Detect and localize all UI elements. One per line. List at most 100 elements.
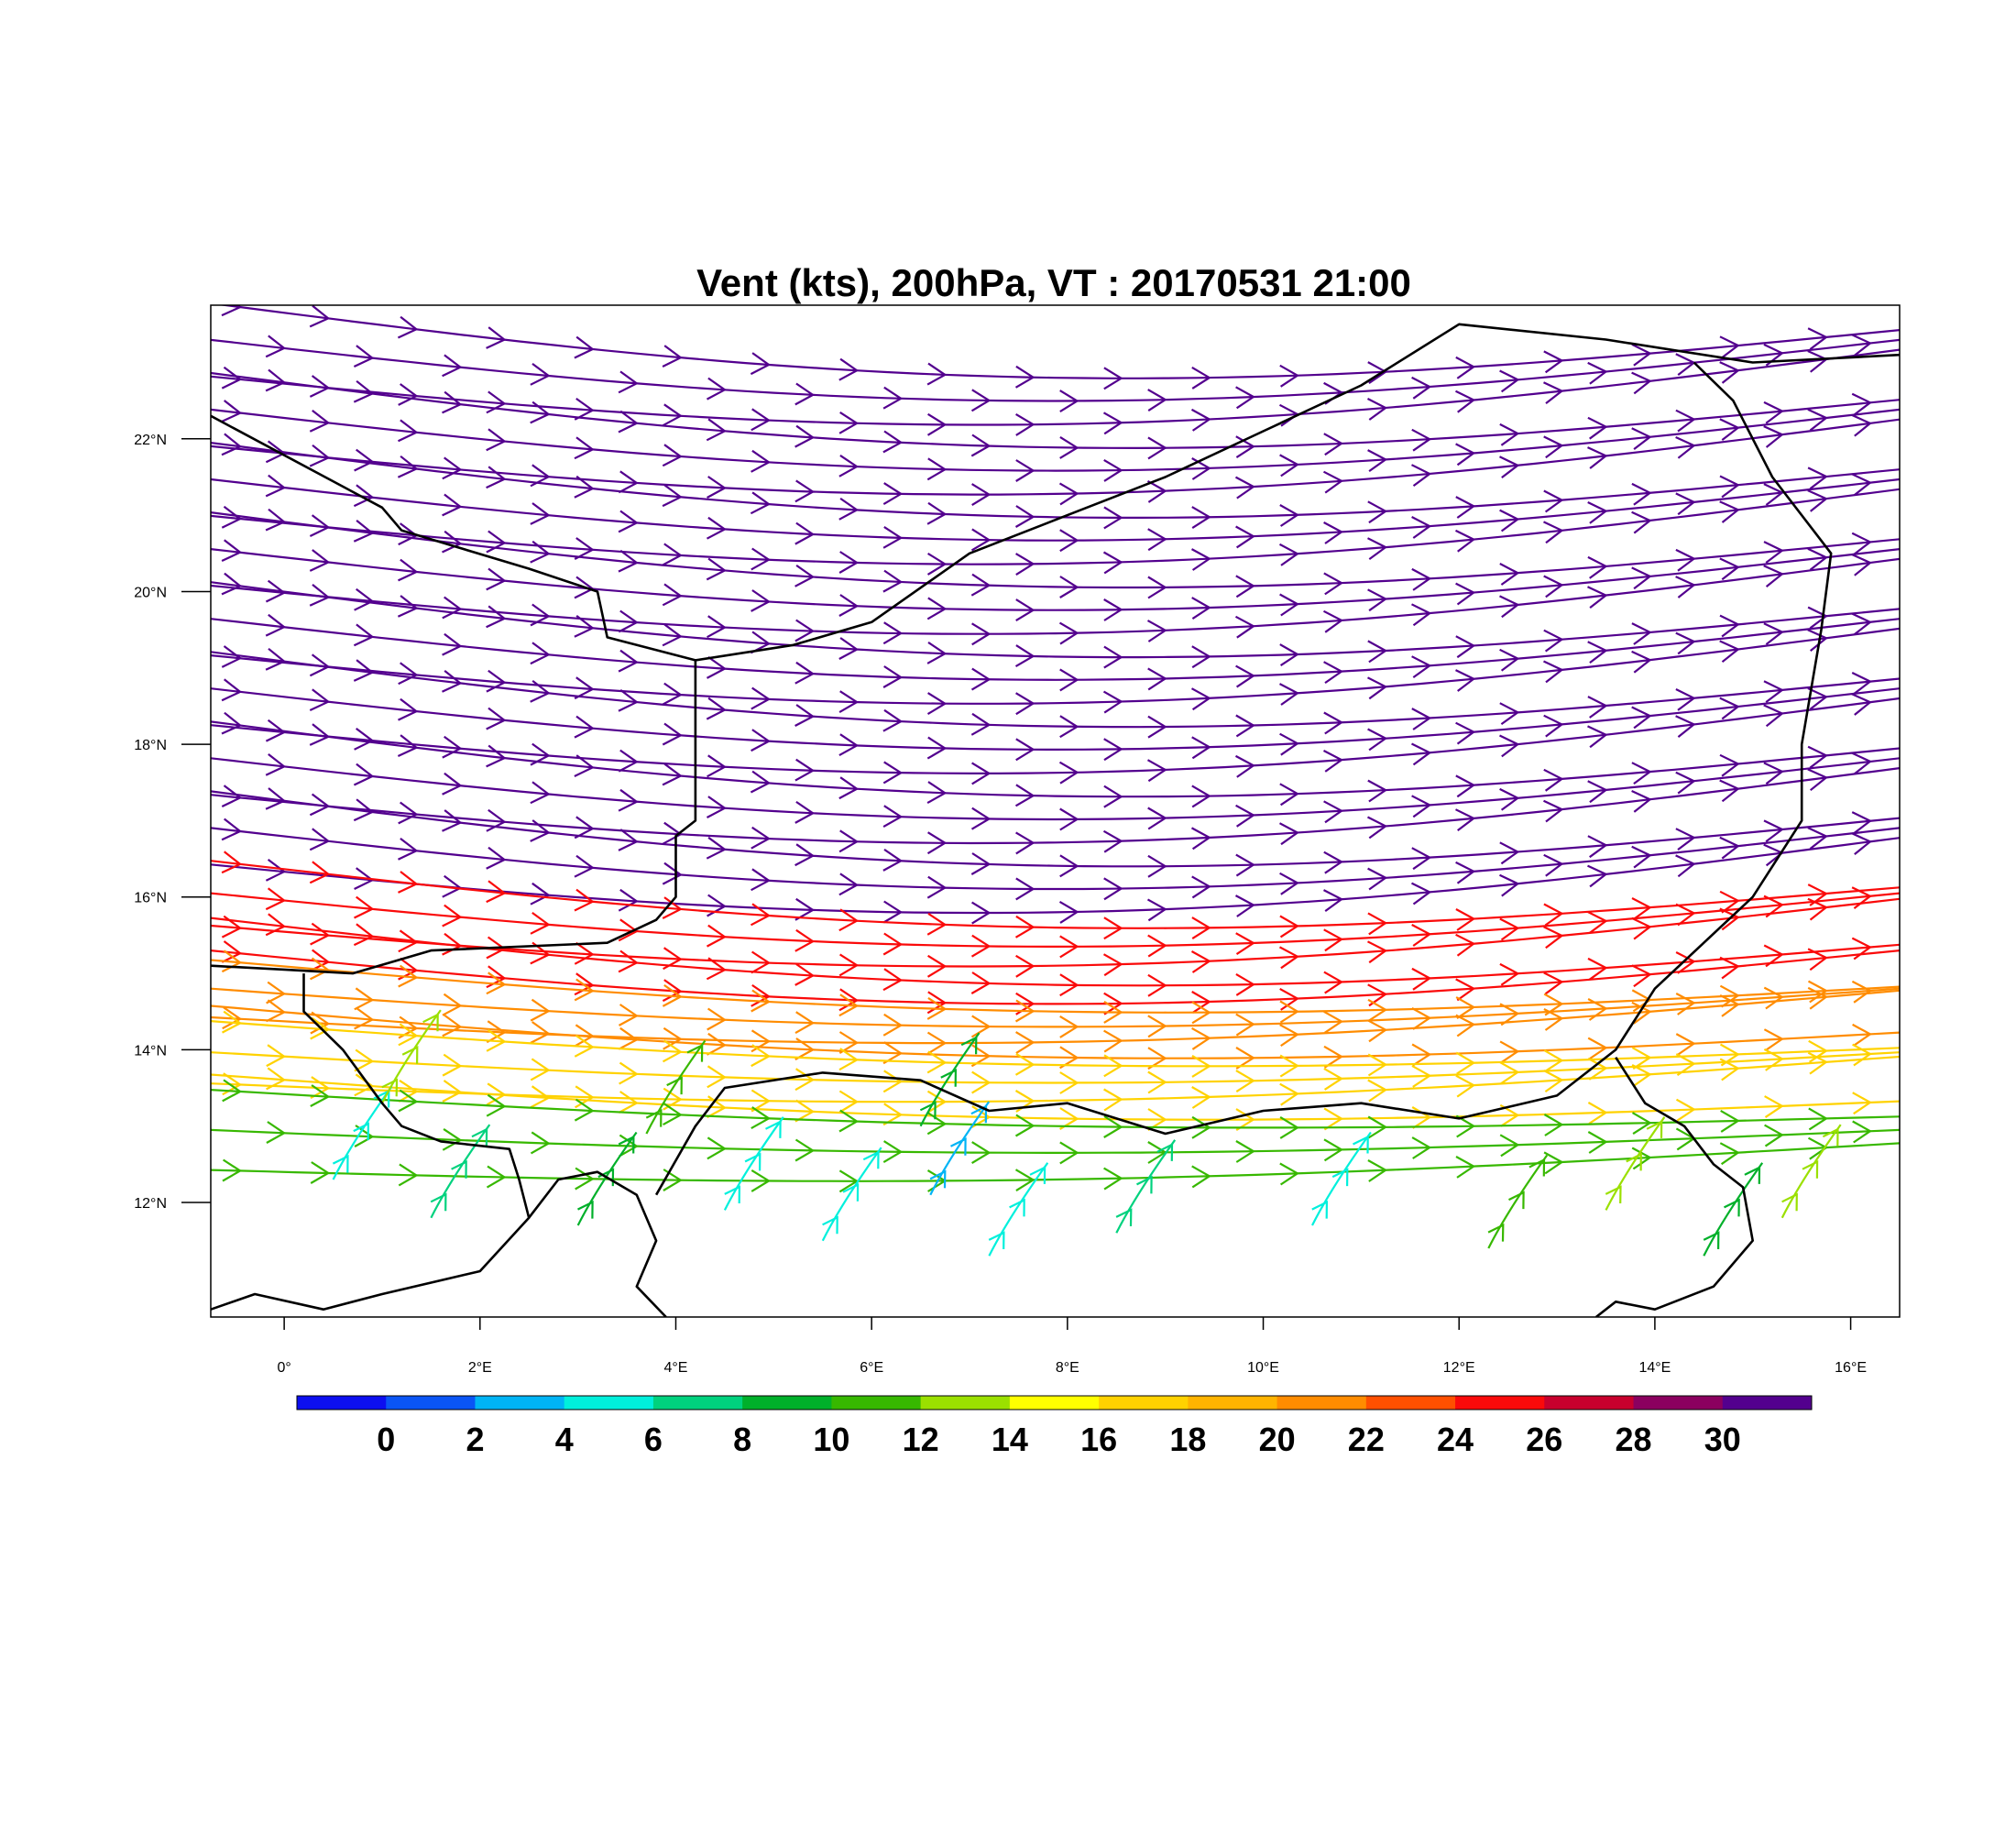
border-line xyxy=(528,1170,667,1317)
wind-arrow xyxy=(1763,680,1784,703)
wind-arrow xyxy=(486,1165,507,1189)
wind-arrow xyxy=(1235,853,1256,877)
colorbar-label: 16 xyxy=(1080,1421,1117,1458)
wind-arrow xyxy=(1455,582,1476,606)
lon-tick-label: 2°E xyxy=(468,1360,492,1376)
wind-arrow xyxy=(1455,635,1476,659)
wind-arrow xyxy=(751,1106,772,1130)
wind-arrow xyxy=(1631,622,1652,645)
wind-arrow xyxy=(1719,994,1740,1017)
wind-arrow xyxy=(618,609,639,633)
wind-arrow xyxy=(1367,449,1388,472)
wind-arrow xyxy=(724,1185,741,1204)
wind-arrow xyxy=(794,800,816,824)
wind-arrow xyxy=(1102,412,1123,435)
wind-arrow xyxy=(309,549,331,572)
wind-arrow xyxy=(1278,822,1299,846)
streamline xyxy=(211,837,1900,915)
wind-arrow xyxy=(266,999,287,1023)
wind-arrow xyxy=(794,479,816,503)
wind-arrow xyxy=(751,1044,772,1068)
wind-arrow xyxy=(1802,1159,1819,1179)
wind-arrow xyxy=(1852,1092,1872,1115)
wind-arrow xyxy=(1852,1043,1872,1067)
wind-arrow xyxy=(618,510,639,533)
wind-arrow xyxy=(862,1150,880,1169)
wind-arrow xyxy=(1499,1003,1520,1026)
wind-arrow xyxy=(1147,389,1167,412)
wind-arrow xyxy=(574,1034,595,1058)
wind-arrow xyxy=(398,558,419,582)
streamline xyxy=(211,1020,1900,1068)
wind-arrow xyxy=(1719,418,1740,441)
wind-arrow xyxy=(1191,1001,1211,1025)
wind-arrow xyxy=(838,690,860,714)
wind-arrow xyxy=(354,587,375,611)
wind-arrow xyxy=(1102,551,1123,575)
wind-arrow xyxy=(1455,669,1476,692)
colorbar-frame xyxy=(296,1395,1813,1410)
wind-arrow xyxy=(1543,799,1564,823)
streamline xyxy=(217,305,1900,379)
wind-arrow xyxy=(838,1090,860,1114)
wind-arrow xyxy=(1015,692,1035,716)
wind-arrow xyxy=(882,525,904,549)
wind-arrow xyxy=(265,508,287,532)
wind-arrow xyxy=(221,572,243,596)
border-line xyxy=(211,973,531,1311)
wind-arrow xyxy=(530,680,551,703)
lat-tick-label: 20°N xyxy=(134,585,167,600)
wind-arrow xyxy=(309,444,331,467)
streamline xyxy=(211,827,1900,891)
wind-arrow xyxy=(353,923,375,947)
wind-arrow xyxy=(265,613,287,637)
wind-arrow xyxy=(397,455,419,478)
wind-arrow xyxy=(1367,676,1388,700)
wind-arrow xyxy=(1631,650,1652,674)
wind-arrow xyxy=(1675,951,1696,974)
wind-arrow xyxy=(919,1101,937,1120)
wind-arrow xyxy=(970,434,992,457)
wind-arrow xyxy=(486,669,507,693)
wind-arrow xyxy=(1763,986,1784,1010)
wind-arrow xyxy=(1499,1134,1520,1158)
wind-arrow xyxy=(1367,1159,1388,1182)
wind-arrow xyxy=(1323,800,1344,824)
wind-arrow xyxy=(1807,1136,1829,1160)
wind-arrow xyxy=(265,913,287,937)
colorbar-label: 12 xyxy=(903,1421,939,1458)
wind-arrow xyxy=(1455,1051,1476,1075)
wind-arrow xyxy=(1279,732,1299,756)
streamline xyxy=(645,1039,707,1135)
wind-arrow xyxy=(1631,1064,1652,1087)
colorbar-swatch xyxy=(1276,1396,1367,1410)
lat-tick-label: 12°N xyxy=(134,1196,167,1212)
wind-arrow xyxy=(794,661,816,685)
wind-arrow xyxy=(265,787,287,810)
wind-arrow xyxy=(266,1067,287,1091)
wind-arrow xyxy=(970,1104,988,1124)
wind-arrow xyxy=(838,993,860,1017)
wind-arrow xyxy=(1587,835,1608,859)
wind-arrow xyxy=(970,971,992,994)
wind-arrow xyxy=(442,390,463,414)
wind-arrow xyxy=(1234,895,1256,917)
wind-arrow xyxy=(1322,470,1344,494)
wind-arrow xyxy=(1103,1088,1123,1112)
wind-arrow xyxy=(1147,1015,1167,1038)
wind-arrow xyxy=(1147,1070,1167,1094)
wind-arrow xyxy=(530,1058,551,1081)
wind-arrow xyxy=(486,605,507,629)
wind-arrow xyxy=(354,448,375,472)
wind-arrow xyxy=(751,983,772,1007)
wind-arrow xyxy=(618,649,639,673)
wind-arrow xyxy=(1587,1131,1608,1154)
colorbar-label: 20 xyxy=(1259,1421,1296,1458)
wind-arrow xyxy=(838,1109,860,1133)
wind-arrow xyxy=(577,1200,594,1219)
wind-arrow xyxy=(397,315,419,339)
wind-arrow xyxy=(1191,916,1211,940)
wind-arrow xyxy=(707,1136,728,1160)
wind-arrow xyxy=(971,622,992,646)
wind-arrow xyxy=(882,386,904,410)
